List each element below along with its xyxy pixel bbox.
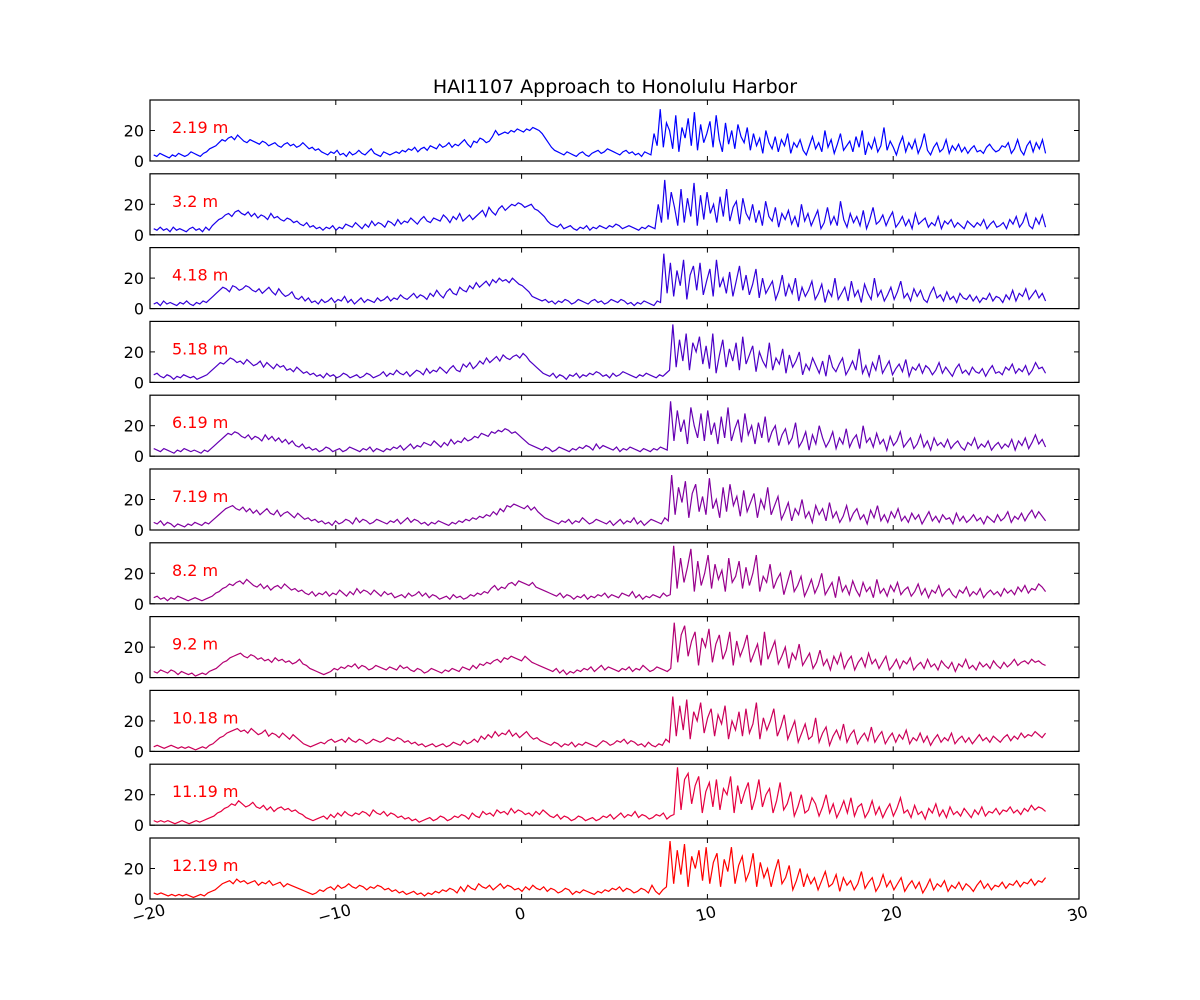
depth-label: 3.2 m (172, 192, 218, 211)
panel-frame (149, 615, 1080, 679)
x-tick-label: 30 (1065, 902, 1090, 926)
y-tick-label: 0 (134, 300, 144, 319)
y-tick-label: 0 (134, 152, 144, 171)
panel-7: 0 20 8.2 m (124, 542, 1080, 614)
depth-label: 11.19 m (172, 782, 238, 801)
panel-frame (149, 247, 1080, 310)
series-line-7 (153, 545, 1047, 602)
series-line-5 (153, 401, 1047, 454)
y-tick-label: 20 (124, 195, 144, 214)
y-tick-label: 0 (134, 669, 144, 688)
panel-5: 0 20 6.19 m (124, 394, 1080, 466)
y-tick-label: 20 (124, 638, 144, 657)
y-tick-label: 0 (134, 742, 144, 761)
x-axis: −20 −10 0 10 20 30 (130, 900, 1090, 927)
depth-label: 2.19 m (172, 118, 228, 137)
panel-4: 0 20 5.18 m (124, 320, 1080, 392)
panel-8: 0 20 9.2 m (124, 615, 1080, 688)
y-tick-label: 20 (124, 564, 144, 583)
series-line-4 (153, 324, 1047, 381)
panel-frame (149, 394, 1080, 457)
y-tick-label: 20 (124, 712, 144, 731)
series-line-3 (153, 253, 1047, 307)
y-tick-label: 20 (124, 269, 144, 288)
y-tick-label: 20 (124, 417, 144, 436)
y-tick-label: 20 (124, 786, 144, 805)
panel-6: 0 20 7.19 m (124, 468, 1080, 540)
y-tick-label: 0 (134, 447, 144, 466)
x-tick-label: 10 (694, 902, 719, 926)
series-line-9 (153, 696, 1047, 751)
chart-panels: 0 20 2.19 m 0 20 3.2 m 0 20 4.18 m 0 20 5.18 m 0 20 6.… (124, 99, 1080, 909)
y-tick-label: 20 (124, 491, 144, 510)
y-tick-label: 0 (134, 226, 144, 245)
y-tick-label: 0 (134, 816, 144, 835)
panel-3: 0 20 4.18 m (124, 247, 1080, 319)
depth-label: 5.18 m (172, 339, 228, 358)
depth-label: 7.19 m (172, 487, 228, 506)
panel-frame (149, 542, 1080, 605)
series-line-11 (153, 840, 1047, 899)
panel-9: 0 20 10.18 m (124, 689, 1080, 761)
panel-frame (149, 320, 1080, 383)
depth-label: 4.18 m (172, 266, 228, 285)
panel-11: 0 20 12.19 m (124, 837, 1080, 909)
series-line-1 (153, 109, 1047, 159)
y-tick-label: 20 (124, 860, 144, 879)
depth-label: 10.18 m (172, 708, 238, 727)
x-tick-label: 20 (879, 902, 904, 926)
series-line-10 (153, 767, 1046, 825)
y-tick-label: 20 (124, 343, 144, 362)
x-tick-label: −10 (316, 900, 354, 927)
y-tick-label: 0 (134, 595, 144, 614)
y-tick-label: 20 (124, 122, 144, 141)
series-line-2 (153, 179, 1047, 233)
panel-2: 0 20 3.2 m (124, 173, 1080, 245)
depth-label: 6.19 m (172, 413, 228, 432)
depth-label: 12.19 m (172, 856, 238, 875)
series-line-6 (153, 475, 1047, 528)
y-tick-label: 0 (134, 373, 144, 392)
y-tick-label: 0 (134, 521, 144, 540)
panel-1: 0 20 2.19 m (124, 99, 1080, 171)
panel-10: 0 20 11.19 m (124, 763, 1080, 835)
y-tick-label: 0 (134, 890, 144, 909)
depth-label: 8.2 m (172, 561, 218, 580)
depth-label: 9.2 m (172, 635, 218, 654)
x-tick-label: 0 (513, 903, 528, 924)
series-line-8 (153, 622, 1046, 677)
chart-title: HAI1107 Approach to Honolulu Harbor (433, 76, 797, 98)
